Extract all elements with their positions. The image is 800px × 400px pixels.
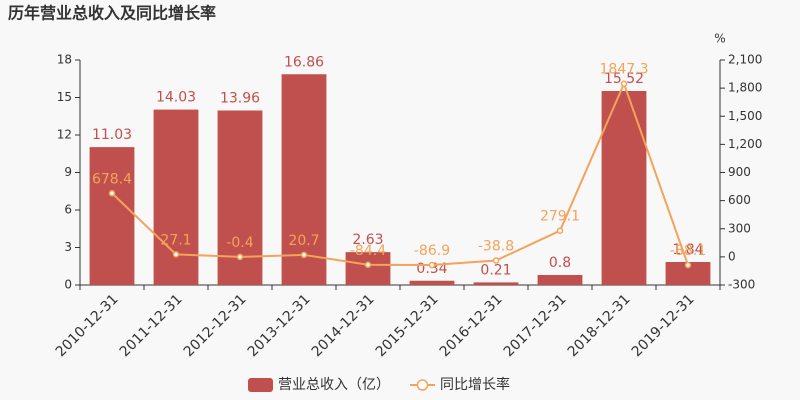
y-tick-label: 18	[57, 53, 72, 67]
y-tick-label: 15	[57, 90, 72, 104]
line-point	[428, 261, 436, 269]
bar-value-label: 2.63	[352, 232, 383, 248]
line-value-label: -84.4	[350, 243, 386, 259]
legend-swatch	[248, 378, 273, 392]
x-tick-label: 2010-12-31	[53, 291, 122, 360]
line-value-label: -38.8	[478, 239, 514, 255]
bar	[537, 275, 583, 285]
line-value-label: 27.1	[160, 232, 191, 248]
y2-tick-label: 300	[728, 221, 751, 235]
line-point	[300, 251, 308, 259]
y-tick-label: 12	[57, 128, 72, 142]
y2-tick-label: 1,500	[728, 109, 762, 123]
bar-value-label: 0.8	[549, 255, 571, 271]
line-value-label: -88.1	[670, 243, 706, 259]
line	[111, 80, 689, 267]
y-tick-label: 6	[64, 203, 72, 217]
y-tick-label: 0	[64, 278, 72, 292]
y2-tick-label: -300	[728, 278, 755, 292]
bar	[281, 74, 327, 285]
bar-value-label: 11.03	[92, 127, 132, 143]
y-tick-label: 9	[64, 165, 72, 179]
line-point	[684, 261, 692, 269]
y2-tick-label: 1,800	[728, 81, 762, 95]
bar-value-label: 16.86	[284, 54, 324, 70]
line-value-label: 1847.3	[600, 62, 649, 78]
x-tick-label: 2018-12-31	[565, 291, 634, 360]
y2-unit: %	[714, 32, 725, 46]
chart-title: 历年营业总收入及同比增长率	[8, 4, 216, 23]
line-value-label: 279.1	[540, 209, 580, 225]
line-point	[108, 190, 116, 197]
line-value-label: 20.7	[288, 233, 319, 249]
x-tick-label: 2014-12-31	[309, 291, 378, 360]
x-tick-label: 2015-12-31	[373, 291, 442, 360]
line-point	[236, 253, 244, 261]
x-tick-label: 2012-12-31	[181, 291, 250, 360]
line-point	[172, 251, 180, 258]
x-tick-label: 2011-12-31	[117, 291, 186, 360]
line-value-label: 678.4	[92, 171, 132, 187]
bar	[473, 282, 519, 285]
line-point	[556, 227, 564, 234]
x-tick-label: 2017-12-31	[501, 291, 570, 360]
y2-tick-label: 0	[728, 249, 736, 263]
line-value-label: -0.4	[226, 235, 253, 251]
bar-value-label: 14.03	[156, 90, 196, 106]
legend-label: 同比增长率	[440, 376, 510, 393]
legend-label: 营业总收入（亿）	[278, 377, 390, 393]
bar	[153, 109, 199, 285]
x-tick-label: 2019-12-31	[629, 291, 698, 360]
bar-value-label: 0.21	[480, 262, 511, 278]
legend-swatch	[416, 379, 429, 391]
line-point	[620, 80, 628, 87]
x-tick-label: 2013-12-31	[245, 291, 314, 360]
bar	[409, 280, 455, 285]
line-point	[492, 257, 500, 264]
y2-tick-label: 1,200	[728, 137, 762, 151]
y2-tick-label: 2,100	[728, 53, 762, 67]
x-tick-label: 2016-12-31	[437, 291, 506, 360]
bar-value-label: 13.96	[220, 91, 260, 107]
bar	[665, 262, 711, 285]
line-point	[364, 261, 372, 269]
y2-tick-label: 600	[728, 193, 751, 207]
bar	[89, 147, 135, 285]
line-value-label: -86.9	[414, 243, 450, 259]
y2-tick-label: 900	[728, 165, 751, 179]
y-tick-label: 3	[64, 240, 72, 254]
bar-value-label: 15.52	[604, 71, 644, 87]
bar	[345, 252, 391, 285]
